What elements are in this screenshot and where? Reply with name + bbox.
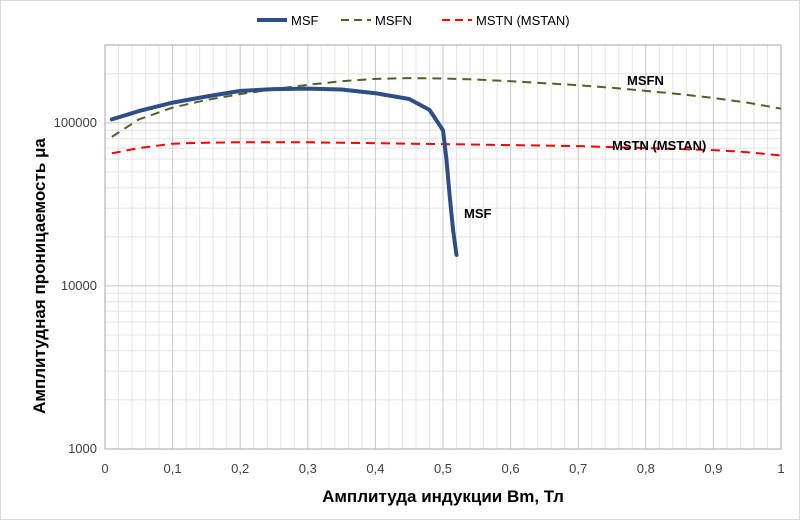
x-tick-label: 1 [777, 461, 784, 476]
x-tick-labels: 0 0,1 0,2 0,3 0,4 0,5 0,6 0,7 0,8 0,9 1 [101, 461, 784, 476]
plot-frame [104, 44, 782, 450]
x-tick-label: 0,5 [434, 461, 452, 476]
minor-gridlines-x [118, 45, 768, 449]
legend-label: MSFN [375, 13, 412, 28]
series-line-msf [109, 86, 459, 257]
series-annotation-msfn: MSFN [627, 73, 664, 88]
legend: MSF MSFN MSTN (MSTAN) [257, 13, 570, 28]
x-tick-label: 0,9 [704, 461, 722, 476]
x-tick-label: 0,7 [569, 461, 587, 476]
y-tick-label: 1000 [68, 441, 97, 456]
series-layer [109, 77, 782, 257]
x-tick-label: 0,1 [164, 461, 182, 476]
series-annotations: MSF MSFN MSTN (MSTAN) [464, 73, 706, 221]
x-tick-label: 0,3 [299, 461, 317, 476]
x-tick-label: 0 [101, 461, 108, 476]
x-tick-label: 0,4 [366, 461, 384, 476]
y-tick-labels: 1000 10000 100000 [54, 115, 97, 456]
y-tick-label: 100000 [54, 115, 97, 130]
series-annotation-mstn-mstan: MSTN (MSTAN) [612, 138, 706, 153]
x-tick-label: 0,8 [637, 461, 655, 476]
x-axis-label: Амплитуда индукции Bm, Тл [322, 487, 564, 506]
x-tick-label: 0,2 [231, 461, 249, 476]
major-gridlines [105, 45, 781, 449]
x-tick-label: 0,6 [502, 461, 520, 476]
legend-label: MSTN (MSTAN) [476, 13, 570, 28]
series-annotation-msf: MSF [464, 206, 492, 221]
legend-label: MSF [291, 13, 319, 28]
y-axis-label: Амплитудная проницаемость μа [30, 138, 49, 414]
series-line-msfn [111, 77, 782, 138]
y-tick-label: 10000 [61, 278, 97, 293]
